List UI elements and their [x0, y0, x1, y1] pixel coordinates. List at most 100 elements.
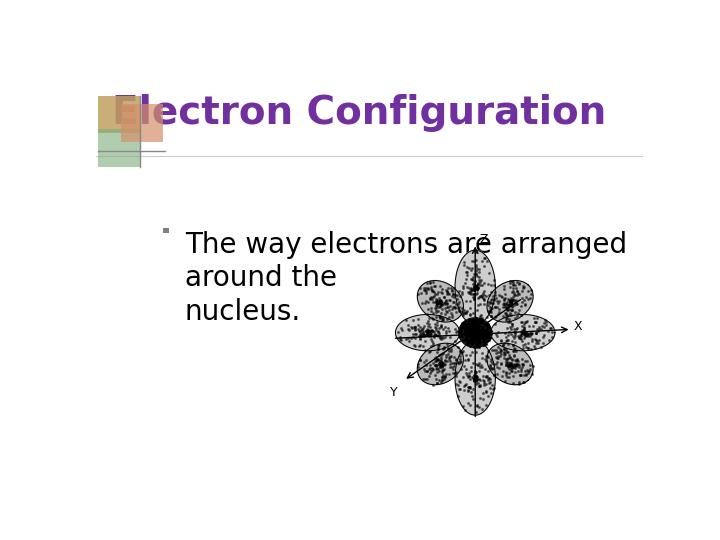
Point	[469, 329, 481, 338]
Point	[498, 285, 510, 294]
Point	[469, 335, 480, 343]
Point	[467, 385, 479, 394]
Point	[431, 352, 442, 361]
Point	[482, 321, 493, 330]
Point	[484, 361, 495, 370]
Point	[437, 345, 449, 353]
Point	[469, 319, 480, 327]
Point	[523, 332, 534, 340]
Point	[469, 343, 481, 352]
Point	[463, 323, 474, 332]
Point	[477, 331, 488, 340]
Point	[474, 339, 485, 347]
Point	[412, 363, 423, 372]
Point	[499, 298, 510, 307]
Point	[474, 328, 485, 337]
Point	[469, 329, 480, 338]
Point	[527, 334, 539, 343]
Point	[470, 289, 482, 298]
Point	[472, 325, 483, 333]
Point	[468, 257, 480, 266]
Point	[516, 310, 527, 319]
Point	[436, 300, 447, 309]
Point	[466, 325, 477, 333]
Point	[462, 383, 473, 391]
Point	[414, 332, 426, 341]
Point	[506, 288, 518, 296]
Point	[432, 368, 444, 377]
Point	[469, 328, 481, 336]
Point	[492, 353, 504, 362]
Point	[503, 330, 514, 339]
Point	[492, 352, 504, 360]
Point	[456, 309, 468, 318]
Point	[451, 368, 462, 376]
Point	[469, 284, 480, 293]
Point	[463, 329, 474, 338]
Point	[508, 340, 519, 349]
Point	[434, 361, 446, 369]
Point	[434, 312, 446, 321]
Point	[516, 354, 528, 363]
Point	[423, 321, 434, 330]
Point	[464, 296, 475, 305]
Point	[522, 343, 534, 352]
Point	[471, 327, 482, 335]
Point	[444, 302, 456, 310]
Point	[447, 364, 459, 373]
Point	[441, 298, 452, 307]
Point	[477, 317, 489, 326]
Point	[505, 359, 517, 367]
Point	[460, 296, 472, 305]
Point	[520, 293, 531, 301]
Point	[473, 329, 485, 338]
Point	[470, 336, 482, 345]
Point	[467, 273, 478, 281]
Point	[430, 313, 441, 321]
Point	[467, 337, 479, 346]
Point	[505, 325, 517, 333]
Point	[487, 292, 499, 300]
Point	[469, 328, 481, 337]
Point	[504, 297, 516, 306]
Point	[470, 375, 482, 384]
Point	[528, 313, 540, 322]
Point	[473, 335, 485, 343]
Point	[437, 325, 449, 333]
Point	[480, 331, 491, 340]
Point	[516, 329, 528, 338]
Point	[423, 347, 435, 356]
Point	[509, 361, 521, 369]
Point	[443, 354, 454, 363]
Point	[427, 293, 438, 301]
Point	[420, 327, 431, 335]
Point	[510, 291, 522, 299]
Point	[464, 322, 475, 330]
Point	[433, 356, 445, 364]
Point	[470, 267, 482, 275]
Point	[464, 332, 476, 341]
Point	[485, 357, 497, 366]
Point	[512, 360, 523, 368]
Point	[487, 296, 499, 305]
Point	[464, 328, 475, 336]
Point	[453, 392, 464, 400]
Point	[454, 332, 466, 341]
Point	[446, 347, 457, 355]
Point	[521, 356, 533, 365]
Point	[423, 332, 435, 340]
Point	[462, 386, 474, 394]
Point	[540, 320, 552, 329]
Point	[426, 330, 437, 339]
Point	[471, 322, 482, 330]
Point	[469, 328, 481, 337]
Point	[471, 328, 482, 336]
Point	[422, 304, 433, 313]
Text: nucleus.: nucleus.	[185, 298, 301, 326]
Point	[500, 293, 511, 302]
Point	[507, 332, 518, 340]
Point	[422, 329, 433, 338]
Point	[426, 326, 437, 335]
Point	[493, 305, 505, 313]
Point	[460, 369, 472, 377]
